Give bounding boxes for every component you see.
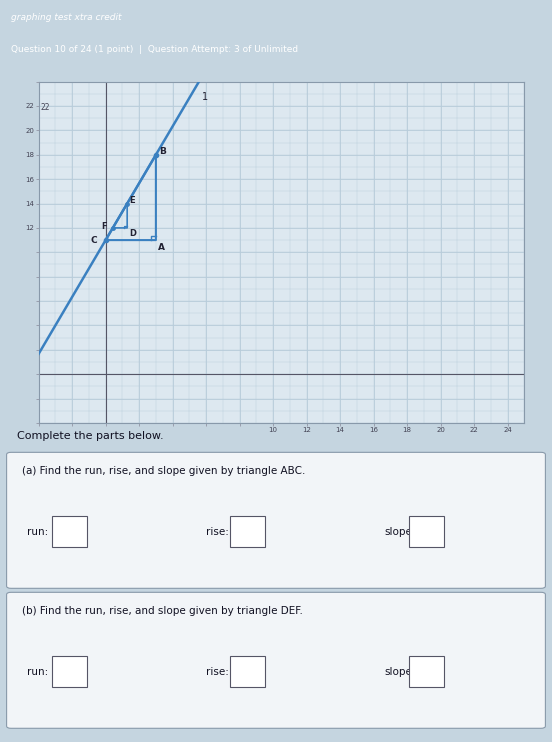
Text: 1: 1: [203, 92, 209, 102]
FancyBboxPatch shape: [230, 656, 265, 687]
Text: slope:: slope:: [384, 667, 416, 677]
Text: (a) Find the run, rise, and slope given by triangle ABC.: (a) Find the run, rise, and slope given …: [22, 466, 305, 476]
Text: F: F: [101, 222, 107, 231]
Text: rise:: rise:: [206, 667, 229, 677]
Text: A: A: [158, 243, 166, 252]
Text: rise:: rise:: [206, 527, 229, 536]
FancyBboxPatch shape: [7, 453, 545, 588]
FancyBboxPatch shape: [408, 656, 444, 687]
Text: E: E: [129, 196, 135, 205]
Text: 22: 22: [40, 102, 50, 111]
Text: C: C: [91, 235, 97, 245]
Text: D: D: [129, 229, 136, 238]
FancyBboxPatch shape: [7, 592, 545, 729]
Text: run:: run:: [27, 667, 49, 677]
FancyBboxPatch shape: [408, 516, 444, 548]
FancyBboxPatch shape: [51, 656, 87, 687]
Text: Question 10 of 24 (1 point)  |  Question Attempt: 3 of Unlimited: Question 10 of 24 (1 point) | Question A…: [11, 45, 298, 54]
Text: slope:: slope:: [384, 527, 416, 536]
Text: Complete the parts below.: Complete the parts below.: [17, 431, 163, 441]
FancyBboxPatch shape: [230, 516, 265, 548]
FancyBboxPatch shape: [51, 516, 87, 548]
Text: run:: run:: [27, 527, 49, 536]
Text: (b) Find the run, rise, and slope given by triangle DEF.: (b) Find the run, rise, and slope given …: [22, 606, 302, 616]
Text: graphing test xtra credit: graphing test xtra credit: [11, 13, 121, 22]
Text: B: B: [159, 146, 166, 156]
